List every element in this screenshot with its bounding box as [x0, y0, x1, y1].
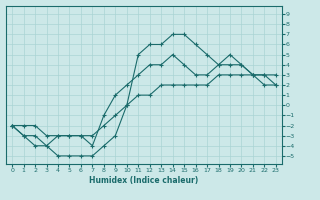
X-axis label: Humidex (Indice chaleur): Humidex (Indice chaleur)	[89, 176, 199, 185]
